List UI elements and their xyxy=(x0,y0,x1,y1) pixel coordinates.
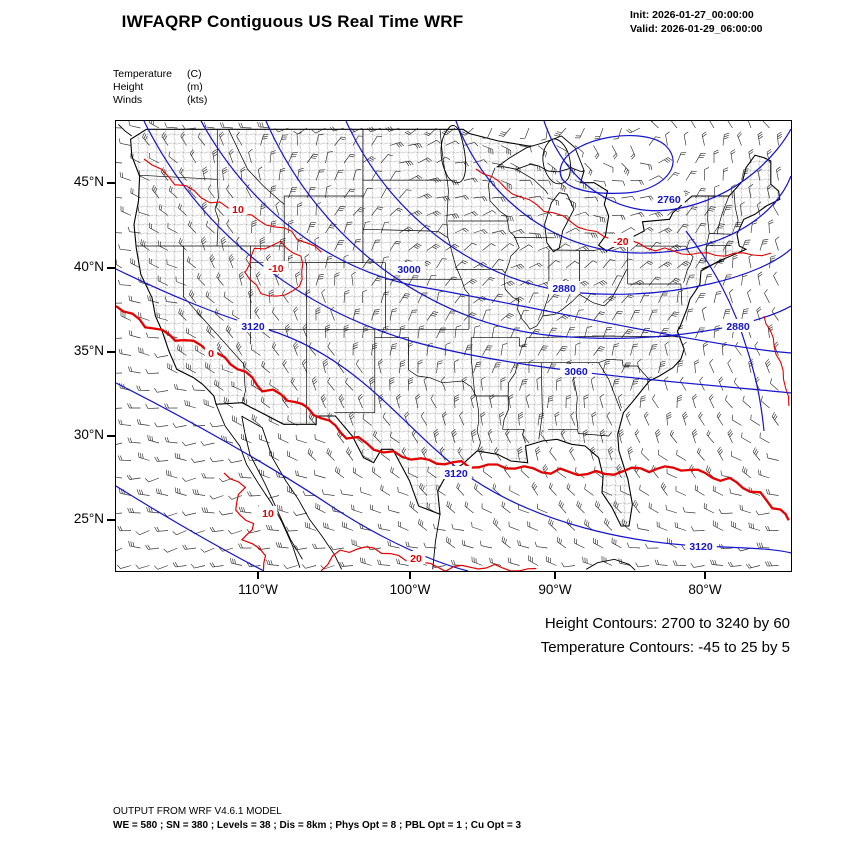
axis-tick xyxy=(107,435,115,437)
init-time: Init: 2026-01-27_00:00:00 xyxy=(630,9,754,21)
temperature-contour-label: -20 xyxy=(613,236,628,248)
legend-temperature-unit: (C) xyxy=(187,68,202,80)
height-contour-label: 2880 xyxy=(726,321,750,333)
lat-tick-45n: 45°N xyxy=(73,174,104,189)
footer-config-line: WE = 580 ; SN = 380 ; Levels = 38 ; Dis … xyxy=(113,819,522,831)
axis-tick xyxy=(554,572,556,579)
lat-tick-35n: 35°N xyxy=(73,343,104,358)
legend-temperature-label: Temperature xyxy=(113,68,172,80)
legend-height-label: Height xyxy=(113,81,144,93)
page-title: IWFAQRP Contiguous US Real Time WRF xyxy=(121,12,464,31)
lon-tick-80w: 80°W xyxy=(688,582,722,597)
temperature-contour-label: 10 xyxy=(232,204,244,216)
wind-barbs-layer xyxy=(116,121,783,570)
legend-row-winds: Winds (kts) xyxy=(113,94,207,107)
axis-tick xyxy=(107,267,115,269)
axis-tick xyxy=(107,182,115,184)
legend-row-temperature: Temperature (C) xyxy=(113,68,207,81)
legend-winds-label: Winds xyxy=(113,94,143,106)
lon-tick-100w: 100°W xyxy=(389,582,431,597)
height-contour-label: 2880 xyxy=(552,283,576,295)
lake-shape xyxy=(440,125,467,184)
model-footer: OUTPUT FROM WRF V4.6.1 MODEL WE = 580 ; … xyxy=(113,805,521,832)
map-plot: 2760 3000 2880 2880 3060 3120 3120 3120 10 -10 0 -2… xyxy=(115,120,792,572)
map-canvas: 2760 3000 2880 2880 3060 3120 3120 3120 10 -10 0 -2… xyxy=(116,121,791,571)
height-contour-label: 3000 xyxy=(397,264,421,276)
temperature-contours-layer xyxy=(116,158,790,571)
lat-tick-40n: 40°N xyxy=(73,259,104,274)
height-contour-label: 3120 xyxy=(241,321,265,333)
axis-tick xyxy=(704,572,706,579)
legend-height-unit: (m) xyxy=(187,81,203,93)
legend-row-height: Height (m) xyxy=(113,81,207,94)
axis-tick xyxy=(409,572,411,579)
temperature-contour-note: Temperature Contours: -45 to 25 by 5 xyxy=(540,639,790,656)
height-contour-label: 3120 xyxy=(444,468,468,480)
temperature-contour-label: -10 xyxy=(268,263,283,275)
lon-tick-90w: 90°W xyxy=(538,582,572,597)
height-contour-label: 3060 xyxy=(564,366,588,378)
footer-model-line: OUTPUT FROM WRF V4.6.1 MODEL xyxy=(113,806,282,817)
temperature-contour-label: 0 xyxy=(208,348,214,360)
temperature-contour-label: 10 xyxy=(262,508,274,520)
run-times: Init: 2026-01-27_00:00:00 Valid: 2026-01… xyxy=(630,9,763,36)
axis-tick xyxy=(107,351,115,353)
lat-tick-30n: 30°N xyxy=(73,427,104,442)
axis-tick xyxy=(257,572,259,579)
basemap-layer xyxy=(117,123,781,571)
height-contours-layer xyxy=(116,121,791,571)
height-contour-note: Height Contours: 2700 to 3240 by 60 xyxy=(544,615,790,632)
lon-tick-110w: 110°W xyxy=(238,582,278,597)
axis-tick xyxy=(107,519,115,521)
lake-shape xyxy=(542,138,571,185)
lat-tick-25n: 25°N xyxy=(73,511,104,526)
contour-labels-layer: 2760 3000 2880 2880 3060 3120 3120 3120 10 -10 0 -2… xyxy=(204,192,754,565)
temperature-contour-label: 20 xyxy=(410,553,422,565)
height-contour-label: 3120 xyxy=(689,541,713,553)
legend-winds-unit: (kts) xyxy=(187,94,208,106)
valid-time: Valid: 2026-01-29_06:00:00 xyxy=(630,22,763,35)
field-legend: Temperature (C) Height (m) Winds (kts) xyxy=(113,68,207,107)
height-contour-label: 2760 xyxy=(657,194,681,206)
